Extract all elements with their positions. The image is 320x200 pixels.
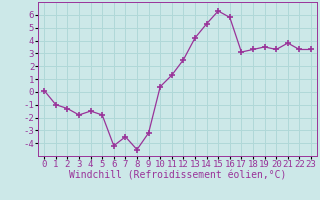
- X-axis label: Windchill (Refroidissement éolien,°C): Windchill (Refroidissement éolien,°C): [69, 171, 286, 181]
